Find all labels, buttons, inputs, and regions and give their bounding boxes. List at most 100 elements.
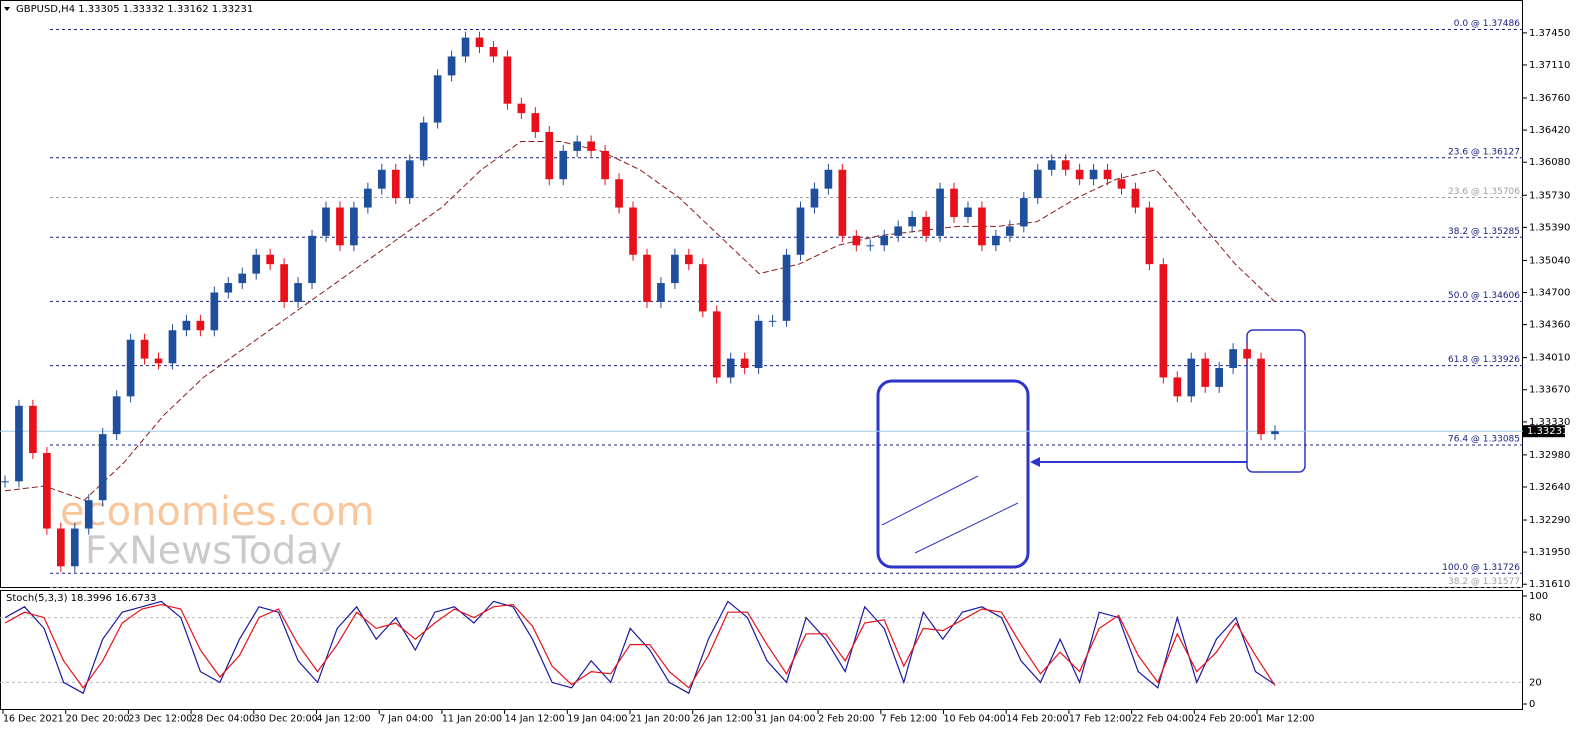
y-tick-label: 1.36420	[1529, 125, 1570, 136]
candle	[657, 283, 665, 302]
candle	[880, 235, 889, 246]
fib-label: 38.2 @ 1.35285	[1448, 227, 1520, 237]
x-tick-label: 10 Feb 04:00	[944, 714, 1006, 725]
candle	[740, 358, 749, 369]
candle	[643, 254, 651, 302]
x-tick-label: 14 Feb 20:00	[1006, 714, 1068, 725]
candle	[573, 141, 582, 151]
candle	[852, 235, 861, 246]
price-tag	[1523, 425, 1565, 438]
candle	[559, 150, 568, 180]
fib-label: 23.6 @ 1.36127	[1448, 147, 1520, 157]
candle	[475, 37, 484, 48]
x-tick-label: 22 Feb 04:00	[1132, 714, 1194, 725]
candle	[1271, 431, 1279, 435]
candle	[1131, 188, 1140, 208]
collapse-icon	[4, 7, 10, 11]
x-tick-label: 24 Feb 20:00	[1194, 714, 1256, 725]
candle	[294, 283, 302, 302]
stoch-panel	[0, 590, 1523, 710]
candle	[1257, 358, 1265, 435]
stoch-tick-label: 100	[1529, 591, 1548, 602]
y-tick-label: 1.32980	[1529, 450, 1570, 461]
x-tick-label: 4 Jan 12:00	[317, 714, 371, 725]
stoch-label: Stoch(5,3,3) 18.3996 16.6733	[6, 593, 157, 604]
main-panel	[0, 0, 1523, 588]
candle	[364, 188, 372, 208]
candle	[936, 188, 944, 236]
fib-label: 23.6 @ 1.35706	[1448, 187, 1520, 197]
candle	[1145, 207, 1154, 265]
y-tick-label: 1.36080	[1529, 157, 1570, 168]
channel-line	[881, 475, 979, 526]
y-tick-label: 1.31610	[1529, 579, 1570, 590]
candle	[210, 292, 219, 331]
watermark: economies.com	[60, 489, 375, 535]
stoch-line	[4, 600, 1276, 695]
stoch-tick-label: 0	[1529, 699, 1535, 710]
candle	[43, 452, 51, 529]
candle	[322, 207, 330, 236]
candle	[810, 188, 819, 208]
y-tick-label: 1.32290	[1529, 515, 1570, 526]
candle	[1103, 169, 1112, 180]
candle	[796, 207, 805, 255]
candle	[768, 320, 777, 322]
x-tick-label: 26 Jan 12:00	[693, 714, 753, 725]
candle	[1061, 160, 1070, 170]
candle	[531, 113, 540, 133]
candle	[1159, 264, 1168, 378]
candle	[1089, 169, 1098, 180]
candle	[84, 500, 93, 529]
x-tick-label: 7 Jan 04:00	[379, 714, 433, 725]
candle	[712, 311, 721, 378]
x-tick-label: 30 Dec 20:00	[254, 714, 318, 725]
candle	[280, 264, 288, 302]
candle	[15, 405, 23, 482]
candle	[154, 358, 163, 364]
candle	[629, 207, 637, 255]
arrow-head	[1030, 457, 1040, 467]
candle	[1229, 349, 1237, 369]
stoch-tick-label: 20	[1529, 677, 1542, 688]
candle	[112, 396, 121, 435]
chart-title: GBPUSD,H4 1.33305 1.33332 1.33162 1.3323…	[16, 4, 253, 15]
x-tick-label: 17 Feb 12:00	[1069, 714, 1131, 725]
candle	[266, 254, 275, 265]
candle	[1075, 169, 1084, 180]
candle	[489, 47, 498, 57]
fib-label: 100.0 @ 1.31726	[1442, 563, 1520, 573]
candle	[70, 528, 79, 567]
candle	[698, 264, 707, 312]
y-tick-label: 1.34360	[1529, 320, 1570, 331]
y-tick-label: 1.37450	[1529, 28, 1570, 39]
candle	[866, 245, 875, 247]
candle	[1, 481, 9, 483]
channel-line	[914, 502, 1019, 554]
stoch-tick-label: 80	[1529, 613, 1542, 624]
x-tick-label: 16 Dec 2021	[3, 714, 64, 725]
candle	[238, 273, 247, 284]
candle	[517, 103, 526, 114]
candle	[1019, 198, 1028, 227]
candle	[545, 132, 554, 180]
y-tick-label: 1.31950	[1529, 547, 1570, 558]
y-tick-label: 1.36760	[1529, 93, 1570, 104]
candle	[908, 216, 916, 227]
candle	[978, 207, 986, 246]
candle	[754, 320, 763, 369]
candle	[1047, 160, 1056, 170]
x-tick-label: 14 Jan 12:00	[505, 714, 565, 725]
candle	[140, 339, 149, 359]
candle	[615, 179, 623, 208]
candle	[182, 320, 191, 331]
highlight-box	[1246, 329, 1306, 473]
candle	[29, 405, 37, 453]
candle	[950, 188, 958, 217]
y-tick-label: 1.34700	[1529, 288, 1570, 299]
candle	[601, 150, 609, 180]
candle	[252, 254, 261, 274]
y-tick-label: 1.35730	[1529, 190, 1570, 201]
